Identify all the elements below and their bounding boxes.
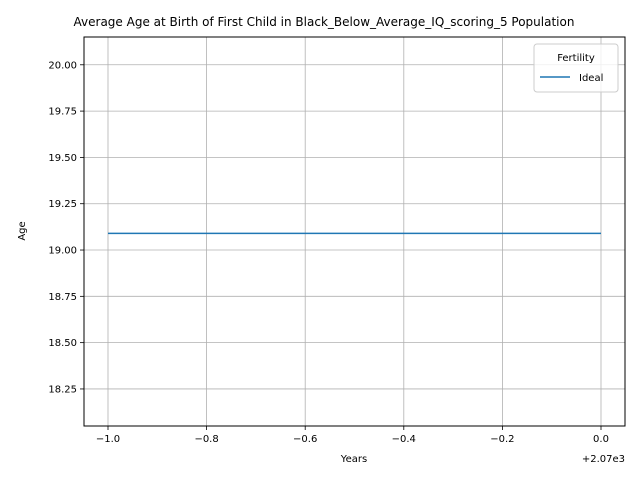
y-tick-label: 19.00: [48, 246, 77, 257]
x-tick-label: −0.2: [490, 434, 514, 445]
legend-title: Fertility: [557, 53, 595, 64]
grid: [84, 37, 625, 426]
x-tick-label: −0.6: [293, 434, 317, 445]
y-tick-label: 19.75: [48, 107, 77, 118]
legend: Fertility Ideal: [533, 43, 619, 93]
x-tick-label: −0.8: [194, 434, 218, 445]
y-tick-label: 18.25: [48, 384, 77, 395]
y-tick-label: 18.75: [48, 292, 77, 303]
legend-label-ideal: Ideal: [579, 73, 603, 84]
x-axis-label: Years: [340, 454, 367, 465]
x-offset-label: +2.07e3: [582, 454, 625, 465]
y-tick-label: 19.25: [48, 199, 77, 210]
y-tick-label: 18.50: [48, 338, 77, 349]
chart-title: Average Age at Birth of First Child in B…: [74, 15, 575, 29]
x-ticks: −1.0 −0.8 −0.6 −0.4 −0.2 0.0: [96, 426, 609, 445]
y-tick-label: 19.50: [48, 153, 77, 164]
y-ticks: 18.25 18.50 18.75 19.00 19.25 19.50 19.75 20.00: [48, 60, 84, 395]
x-tick-label: −0.4: [392, 434, 416, 445]
y-tick-label: 20.00: [48, 60, 77, 71]
x-tick-label: 0.0: [593, 434, 609, 445]
legend-box: [533, 43, 619, 93]
y-axis-label: Age: [17, 221, 28, 240]
plot-frame: [83, 36, 626, 427]
x-tick-label: −1.0: [96, 434, 120, 445]
